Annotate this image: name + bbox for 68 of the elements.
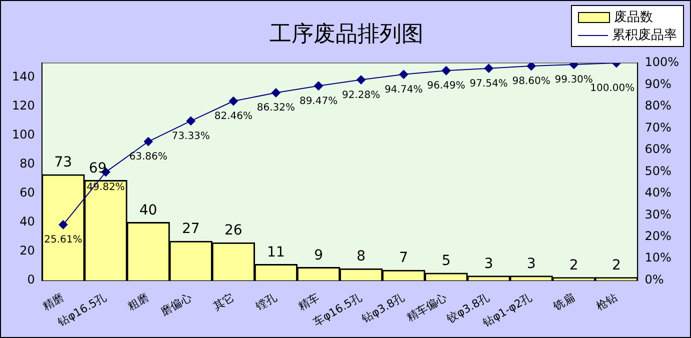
y2-tick-label: 60% xyxy=(644,142,672,156)
y-tick-label: 80 xyxy=(20,156,35,171)
data-label: 9 xyxy=(314,247,323,264)
point xyxy=(314,81,324,90)
data-label: 73.33% xyxy=(172,130,210,142)
x-tick-label: 铣扁 xyxy=(550,290,577,314)
data-label: 97.54% xyxy=(470,78,508,90)
data-label: 69 xyxy=(88,160,107,176)
data-label: 96.49% xyxy=(427,80,466,92)
data-label: 3 xyxy=(526,256,536,272)
point xyxy=(356,75,366,84)
data-label: 94.74% xyxy=(384,84,423,96)
chart-title: 工序废品排列图 xyxy=(270,22,424,47)
x-tick-label: 其它 xyxy=(210,290,236,314)
point xyxy=(399,70,408,79)
y2-tick-label: 0% xyxy=(644,272,664,286)
point xyxy=(186,116,196,126)
point xyxy=(271,88,280,98)
y-tick-label: 60 xyxy=(20,186,35,200)
data-label: 40 xyxy=(139,202,158,218)
data-label: 11 xyxy=(267,244,285,260)
y-tick-label: 140 xyxy=(12,70,35,84)
data-label: 26 xyxy=(224,222,242,239)
y2-tick-label: 90% xyxy=(644,76,672,91)
y-tick-label: 0 xyxy=(27,272,35,286)
data-label: 8 xyxy=(356,248,366,265)
data-label: 63.86% xyxy=(129,152,168,163)
y2-tick-label: 30% xyxy=(644,207,672,222)
x-tick-label: 精车 xyxy=(296,290,322,314)
x-tick-label: 精磨 xyxy=(40,290,66,314)
y2-tick-label: 50% xyxy=(644,164,672,178)
data-label: 82.46% xyxy=(214,111,252,122)
data-label: 25.61% xyxy=(44,234,82,246)
x-tick-label: 镗孔 xyxy=(252,290,279,314)
y2-tick-label: 10% xyxy=(644,250,672,265)
data-label: 3 xyxy=(484,256,494,272)
point xyxy=(58,220,68,230)
data-label: 2 xyxy=(569,257,578,274)
data-label: 7 xyxy=(399,250,408,266)
y-tick-label: 20 xyxy=(20,243,35,258)
x-tick-label: 磨偏心 xyxy=(158,290,194,319)
y2-tick-label: 20% xyxy=(644,228,672,243)
data-label: 100.00% xyxy=(590,83,635,94)
data-label: 89.47% xyxy=(299,96,338,107)
legend-label: 废品数 xyxy=(614,9,653,26)
point xyxy=(442,66,451,76)
y2-tick-label: 70% xyxy=(644,120,672,134)
point xyxy=(484,64,494,73)
data-label: 27 xyxy=(182,221,200,238)
legend-label: 累积废品率 xyxy=(612,27,677,44)
y-tick-label: 40 xyxy=(20,214,35,228)
y2-tick-label: 80% xyxy=(644,98,672,113)
data-label: 5 xyxy=(442,253,451,270)
data-label: 99.30% xyxy=(554,74,593,86)
x-tick-label: 粗磨 xyxy=(126,290,152,314)
data-label: 2 xyxy=(612,257,621,274)
point xyxy=(144,137,153,146)
data-label: 92.28% xyxy=(342,90,380,101)
y2-tick-label: 40% xyxy=(644,186,672,200)
x-tick-label: 枪钻 xyxy=(594,290,620,314)
y-tick-label: 100 xyxy=(12,128,35,142)
data-label: 98.60% xyxy=(512,76,550,88)
point xyxy=(228,96,238,106)
data-label: 73 xyxy=(54,154,72,171)
data-label: 86.32% xyxy=(256,102,296,114)
point xyxy=(526,63,536,71)
y-tick-label: 120 xyxy=(12,98,35,113)
y2-tick-label: 100% xyxy=(644,55,680,70)
